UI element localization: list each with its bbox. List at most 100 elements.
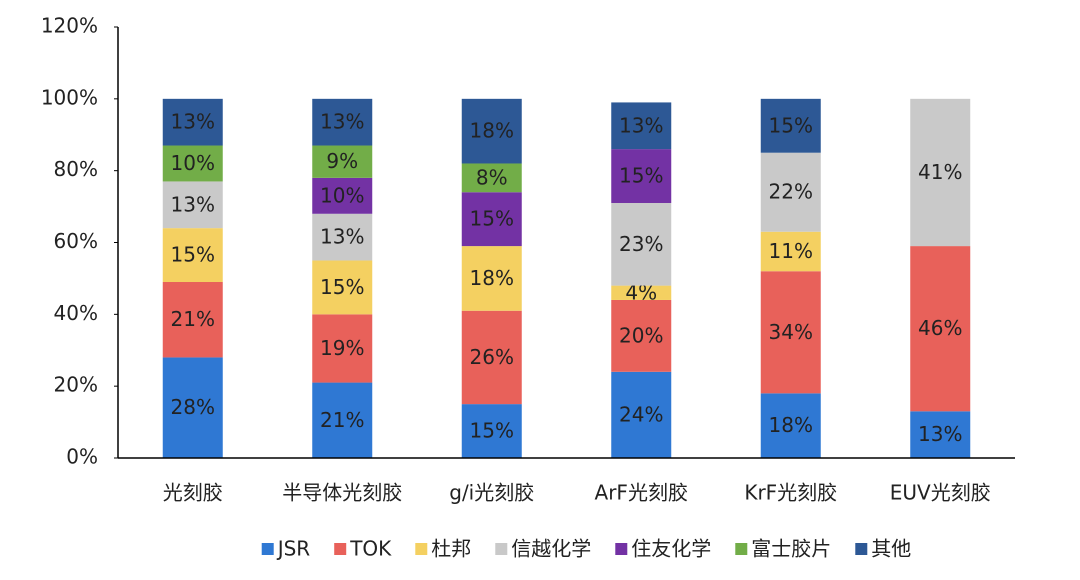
data-label: 13% xyxy=(619,113,663,137)
data-label: 8% xyxy=(476,165,508,189)
data-label: 13% xyxy=(320,110,364,134)
legend-swatch xyxy=(615,543,628,555)
x-tick-label: ArF光刻胶 xyxy=(595,481,688,505)
data-label: 10% xyxy=(171,151,215,175)
data-label: 21% xyxy=(320,408,364,432)
bar-segment xyxy=(611,102,672,150)
data-label: 18% xyxy=(470,119,514,143)
bar-segment xyxy=(611,149,672,203)
bar-segment xyxy=(611,371,672,458)
y-tick-label: 20% xyxy=(54,373,98,397)
data-label: 9% xyxy=(326,149,358,173)
bar-segment xyxy=(162,145,223,182)
y-tick-label: 0% xyxy=(66,445,98,469)
data-label: 24% xyxy=(619,402,663,426)
bar-segment xyxy=(760,98,821,153)
legend-label: 富士胶片 xyxy=(751,537,831,561)
y-tick-label: 100% xyxy=(41,85,98,109)
legend-item: 住友化学 xyxy=(615,537,711,561)
y-tick-label: 80% xyxy=(54,157,98,181)
bar-segment xyxy=(162,98,223,146)
bar-segment xyxy=(312,145,373,178)
bar-segment xyxy=(910,246,971,412)
bar-segment xyxy=(312,98,373,146)
bar-segment xyxy=(312,213,373,261)
data-label: 13% xyxy=(171,192,215,216)
legend-item: TOK xyxy=(334,537,392,561)
y-tick-label: 60% xyxy=(54,229,98,253)
x-tick-label: 光刻胶 xyxy=(163,481,223,505)
bar-segment xyxy=(910,411,971,458)
x-tick-label: 半导体光刻胶 xyxy=(282,481,402,505)
bar-segment xyxy=(312,260,373,315)
data-label: 13% xyxy=(320,225,364,249)
bar-segment xyxy=(910,98,971,247)
bar-segment xyxy=(760,152,821,232)
data-label: 15% xyxy=(171,243,215,267)
bar-segment xyxy=(162,228,223,283)
y-tick-label: 120% xyxy=(41,14,98,38)
legend-item: 信越化学 xyxy=(495,537,591,561)
y-tick-label: 40% xyxy=(54,301,98,325)
data-label: 41% xyxy=(918,160,962,184)
legend-item: JSR xyxy=(261,537,311,561)
bar-segment xyxy=(162,282,223,358)
bar-segment xyxy=(611,202,672,286)
bar-segment xyxy=(760,271,821,394)
legend-label: JSR xyxy=(276,537,311,561)
data-label: 18% xyxy=(470,266,514,290)
bar-segment xyxy=(461,163,522,193)
bar-segment xyxy=(760,393,821,458)
bar-segment xyxy=(461,310,522,405)
data-label: 20% xyxy=(619,323,663,347)
data-label: 13% xyxy=(171,110,215,134)
legend-swatch xyxy=(261,543,274,555)
x-tick-label: KrF光刻胶 xyxy=(744,481,837,505)
data-label: 13% xyxy=(918,422,962,446)
legend-label: 杜邦 xyxy=(431,537,471,561)
data-label: 34% xyxy=(769,320,813,344)
data-label: 18% xyxy=(769,413,813,437)
data-label: 11% xyxy=(769,239,813,263)
data-label: 15% xyxy=(470,207,514,231)
data-label: 46% xyxy=(918,316,962,340)
legend-swatch xyxy=(415,543,428,555)
x-tick-label: g/i光刻胶 xyxy=(449,481,534,505)
data-label: 23% xyxy=(619,232,663,256)
bar-segment xyxy=(461,404,522,458)
x-tick-label: EUV光刻胶 xyxy=(890,481,991,505)
bar-segment xyxy=(312,382,373,458)
legend-swatch xyxy=(735,543,748,555)
data-label: 26% xyxy=(470,345,514,369)
bar-segment xyxy=(461,98,522,164)
bar-segment xyxy=(312,314,373,383)
legend-item: 富士胶片 xyxy=(735,537,831,561)
bar-segment xyxy=(162,181,223,229)
legend-swatch xyxy=(855,543,868,555)
legend-label: 信越化学 xyxy=(511,537,591,561)
data-label: 21% xyxy=(171,307,215,331)
bar-segment xyxy=(760,231,821,272)
legend-label: 其他 xyxy=(871,537,911,561)
bar-segment xyxy=(461,192,522,247)
bar-segment xyxy=(461,246,522,311)
legend-swatch xyxy=(495,543,508,555)
bar-segment xyxy=(611,285,672,300)
data-label: 10% xyxy=(320,183,364,207)
data-label: 22% xyxy=(769,180,813,204)
bar-segment xyxy=(312,177,373,214)
legend-item: 杜邦 xyxy=(415,537,471,561)
legend-label: 住友化学 xyxy=(631,537,711,561)
legend-swatch xyxy=(334,543,347,555)
bar-segment xyxy=(611,299,672,372)
data-label: 15% xyxy=(320,275,364,299)
bar-segment xyxy=(162,357,223,458)
data-label: 19% xyxy=(320,336,364,360)
data-label: 28% xyxy=(171,395,215,419)
data-label: 15% xyxy=(470,419,514,443)
legend-item: 其他 xyxy=(855,537,911,561)
data-label: 15% xyxy=(619,164,663,188)
data-label: 15% xyxy=(769,113,813,137)
legend-label: TOK xyxy=(349,537,392,561)
